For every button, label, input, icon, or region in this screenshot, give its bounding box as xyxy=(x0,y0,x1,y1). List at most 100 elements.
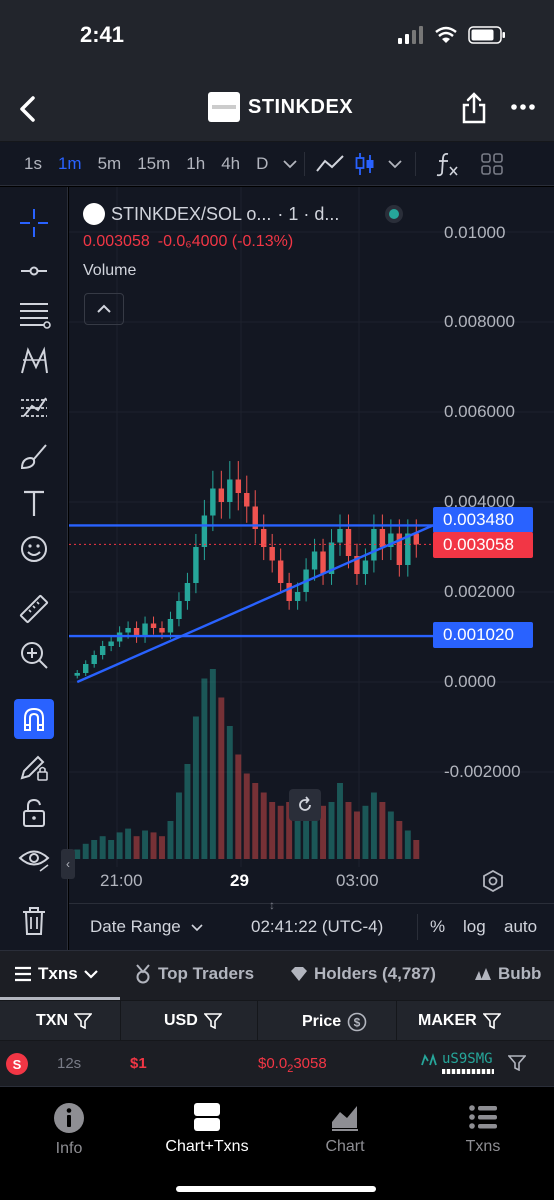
support-price-tag[interactable]: 0.001020 xyxy=(433,622,533,648)
txn-price-digits: 3058 xyxy=(293,1055,327,1072)
percent-scale-toggle[interactable]: % xyxy=(430,917,446,936)
bottom-nav: Info Chart+Txns Chart Txns xyxy=(0,1088,554,1200)
brush-tool-icon[interactable] xyxy=(14,437,54,477)
timeframe-1h[interactable]: 1h xyxy=(186,153,206,173)
line-chart-type-icon[interactable] xyxy=(315,153,345,175)
timeframe-d[interactable]: D xyxy=(256,153,269,173)
chart-area[interactable]: STINKDEX/SOL o... · 1 · d... 0.003058 -0… xyxy=(61,187,554,950)
resistance-price-tag[interactable]: 0.003480 xyxy=(433,507,533,533)
filter-icon[interactable] xyxy=(482,1013,501,1029)
volume-label: Volume xyxy=(83,262,137,279)
candle-body xyxy=(345,529,352,556)
nav-info[interactable]: Info xyxy=(0,1102,138,1158)
magnet-icon[interactable] xyxy=(14,699,54,739)
timeframe-1m[interactable]: 1m xyxy=(57,153,82,173)
back-arrow-icon[interactable] xyxy=(14,94,44,124)
dollar-circle-icon[interactable]: $ xyxy=(347,1012,367,1032)
maker-bar xyxy=(442,1069,494,1074)
symbol-interval: · 1 · d... xyxy=(277,203,340,224)
resize-handle-icon[interactable]: ↕ xyxy=(269,898,275,912)
area-chart-icon xyxy=(332,1106,358,1131)
txn-price: $0.023058 xyxy=(258,1055,327,1075)
tab-holders[interactable]: Holders (4,787) xyxy=(290,964,436,984)
timeframe-1s[interactable]: 1s xyxy=(24,153,42,173)
market-status-icon xyxy=(385,205,403,223)
share-icon[interactable] xyxy=(460,92,488,124)
tabs-bar: Txns Top Traders Holders (4,787) Bubb xyxy=(0,950,554,1000)
maker-cell[interactable]: uS9SMG xyxy=(420,1051,494,1074)
zoom-in-icon[interactable] xyxy=(14,635,54,675)
trend-line xyxy=(76,524,434,684)
volume-bar xyxy=(337,783,343,859)
chevron-up-icon xyxy=(97,304,111,313)
candle-body xyxy=(142,623,148,637)
volume-bar xyxy=(142,830,149,859)
maker-column-header[interactable]: MAKER xyxy=(418,1012,501,1030)
date-range-button[interactable]: Date Range xyxy=(90,917,204,937)
timeframe-4h[interactable]: 4h xyxy=(221,153,241,173)
volume-bar xyxy=(218,697,225,859)
tab-top-traders[interactable]: Top Traders xyxy=(134,964,254,984)
reset-chart-button[interactable] xyxy=(289,789,321,821)
candle-body xyxy=(388,533,394,547)
volume-bar xyxy=(269,802,276,859)
candle-body xyxy=(184,583,191,601)
tab-holders-label: Holders (4,787) xyxy=(314,964,436,983)
volume-bar xyxy=(159,836,165,859)
tab-bubblemaps[interactable]: Bubb xyxy=(474,964,541,984)
chevron-down-icon[interactable] xyxy=(387,159,403,169)
txn-column-header[interactable]: TXN xyxy=(36,1012,92,1030)
candle-body xyxy=(193,547,199,583)
timeframe-15m[interactable]: 15m xyxy=(137,153,171,173)
txn-price-prefix: $0.0 xyxy=(258,1055,288,1072)
trash-icon[interactable] xyxy=(14,901,54,941)
lock-icon[interactable] xyxy=(14,793,54,833)
emoji-tool-icon[interactable] xyxy=(14,529,54,569)
volume-bar xyxy=(353,811,360,859)
usd-column-header[interactable]: USD xyxy=(164,1012,222,1030)
ruler-icon[interactable] xyxy=(14,589,54,629)
pattern-tool-icon[interactable] xyxy=(14,341,54,381)
chart-settings-icon[interactable] xyxy=(482,870,504,892)
layout-grid-icon[interactable] xyxy=(480,152,504,176)
lock-drawing-pencil-icon[interactable] xyxy=(14,747,54,787)
price-axis-label: 0.0000 xyxy=(444,672,496,691)
collapse-legend-button[interactable] xyxy=(84,293,124,325)
prediction-tool-icon[interactable] xyxy=(14,388,54,428)
table-row[interactable]: S 12s $1 $0.023058 uS9SMG xyxy=(0,1041,554,1087)
volume-bar xyxy=(328,802,335,859)
trader-icon xyxy=(421,1053,437,1066)
auto-scale-toggle[interactable]: auto xyxy=(504,917,538,936)
candle-body xyxy=(159,628,165,633)
nav-chart[interactable]: Chart xyxy=(276,1102,414,1156)
filter-icon[interactable] xyxy=(203,1013,222,1029)
hide-drawings-eye-icon[interactable] xyxy=(14,839,54,879)
maker-header-label: MAKER xyxy=(418,1012,477,1029)
candle-body xyxy=(235,479,241,493)
volume-bar xyxy=(74,849,81,859)
text-tool-icon[interactable] xyxy=(14,483,54,523)
toolbar-toggle-handle[interactable]: ‹ xyxy=(61,849,75,879)
volume-bar xyxy=(192,716,199,859)
trend-line-tool-icon[interactable] xyxy=(14,251,54,291)
nav-chart-txns[interactable]: Chart+Txns xyxy=(138,1102,276,1156)
candles-icon[interactable] xyxy=(353,152,377,176)
time-axis-label: 03:00 xyxy=(336,871,379,890)
filter-icon[interactable] xyxy=(508,1055,526,1071)
tab-txns[interactable]: Txns xyxy=(14,964,98,984)
volume-bar xyxy=(370,792,377,859)
log-scale-toggle[interactable]: log xyxy=(463,917,486,936)
symbol-name[interactable]: STINKDEX/SOL o... xyxy=(111,203,272,224)
chevron-down-icon[interactable] xyxy=(282,159,298,169)
more-icon[interactable] xyxy=(510,102,536,112)
crosshair-icon[interactable] xyxy=(14,203,54,243)
volume-bar xyxy=(235,754,242,859)
price-column-header[interactable]: Price $ xyxy=(302,1012,367,1032)
indicators-fx-icon[interactable] xyxy=(434,151,462,177)
filter-icon[interactable] xyxy=(74,1013,92,1029)
price-chart[interactable] xyxy=(69,187,554,867)
timeframe-5m[interactable]: 5m xyxy=(97,153,122,173)
fib-tool-icon[interactable] xyxy=(14,295,54,335)
nav-txns[interactable]: Txns xyxy=(414,1102,552,1156)
nav-txns-label: Txns xyxy=(465,1138,501,1155)
